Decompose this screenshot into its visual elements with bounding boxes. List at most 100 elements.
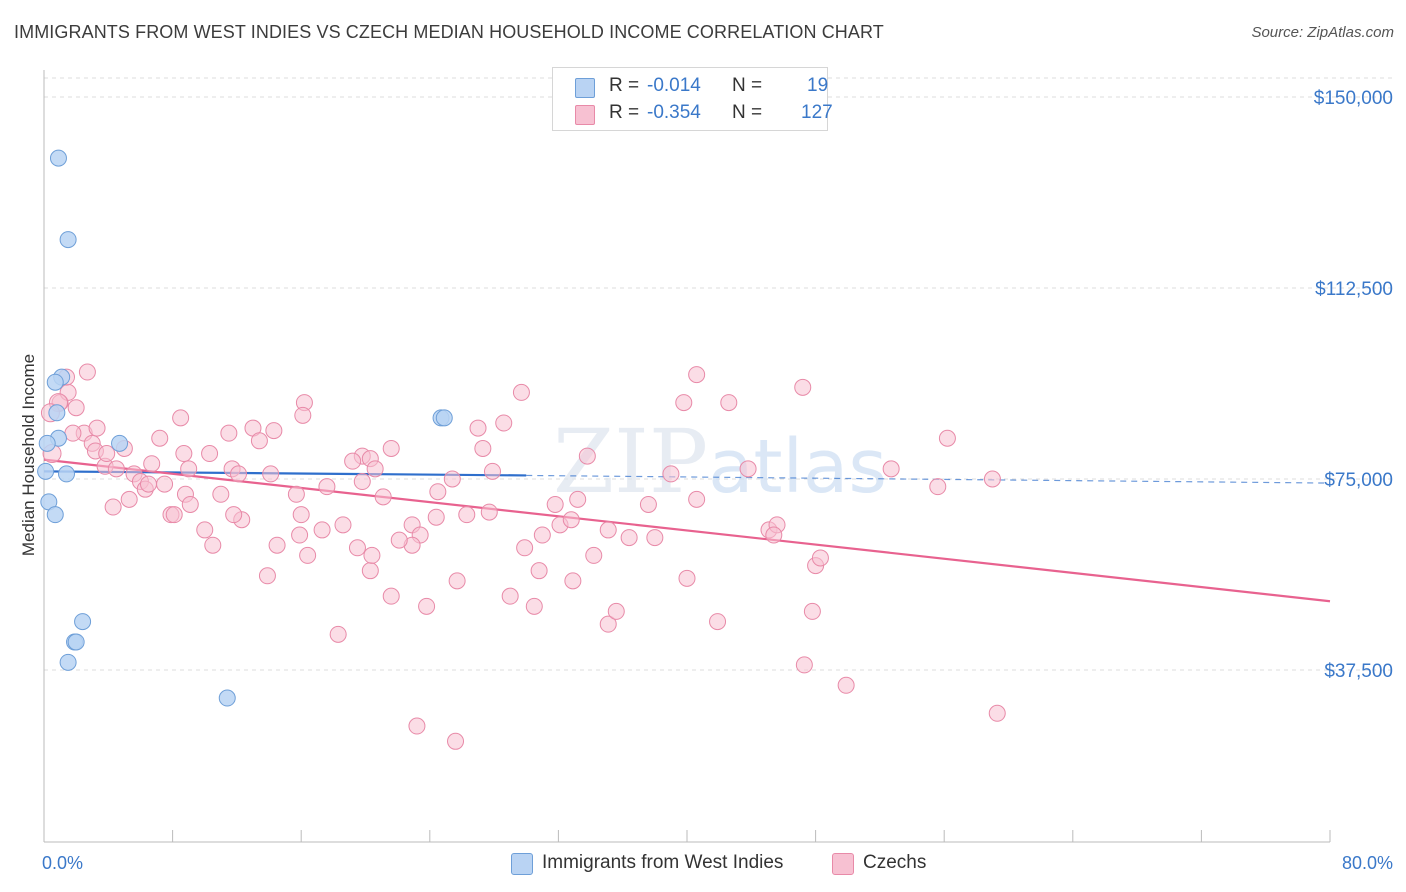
legend-r-label: R = bbox=[609, 102, 640, 123]
czechs-point bbox=[533, 526, 551, 544]
czechs-point bbox=[516, 539, 534, 557]
czechs-point bbox=[546, 495, 564, 513]
czechs-point bbox=[795, 656, 813, 674]
legend-swatch-pink bbox=[575, 105, 595, 125]
czechs-point bbox=[675, 394, 693, 412]
czechs-point bbox=[258, 567, 276, 585]
czechs-point bbox=[78, 363, 96, 381]
czechs-point bbox=[344, 452, 362, 470]
czechs-point bbox=[803, 602, 821, 620]
x-tick-labels: 0.0% 80.0% bbox=[42, 853, 1393, 873]
czechs-point bbox=[382, 587, 400, 605]
czechs-point bbox=[220, 424, 238, 442]
west-indies-point bbox=[74, 613, 92, 631]
czechs-point bbox=[204, 536, 222, 554]
czechs-point bbox=[230, 465, 248, 483]
czechs-point bbox=[720, 394, 738, 412]
czechs-point bbox=[265, 422, 283, 440]
czechs-point bbox=[599, 615, 617, 633]
gridlines bbox=[44, 77, 1392, 671]
czechs-point bbox=[287, 485, 305, 503]
czechs-point bbox=[250, 432, 268, 450]
czechs-point bbox=[639, 495, 657, 513]
y-tick-label: $37,500 bbox=[1324, 661, 1393, 682]
legend-n-label: N = bbox=[732, 75, 763, 96]
legend-n-value: 19 bbox=[807, 75, 829, 96]
czechs-point bbox=[348, 539, 366, 557]
y-tick-label: $75,000 bbox=[1324, 470, 1393, 491]
west-indies-point bbox=[435, 409, 453, 427]
czechs-point bbox=[739, 460, 757, 478]
czechs-point bbox=[578, 447, 596, 465]
czechs-point bbox=[318, 478, 336, 496]
czechs-point bbox=[688, 490, 706, 508]
czechs-point bbox=[483, 462, 501, 480]
source-credit: Source: ZipAtlas.com bbox=[1251, 24, 1394, 41]
czechs-point bbox=[329, 625, 347, 643]
czechs-point bbox=[382, 439, 400, 457]
correlation-legend: R = -0.014 N = 19 R = -0.354 N = 127 bbox=[552, 67, 833, 131]
czechs-point bbox=[443, 470, 461, 488]
czechs-point bbox=[180, 460, 198, 478]
czechs-point bbox=[104, 498, 122, 516]
west-indies-point bbox=[48, 404, 66, 422]
czechs-point bbox=[688, 366, 706, 384]
legend-n-label: N = bbox=[732, 102, 763, 123]
czechs-point bbox=[811, 549, 829, 567]
west-indies-trend-dashed bbox=[526, 474, 1331, 484]
legend-r-value: -0.014 bbox=[647, 75, 701, 96]
czechs-point bbox=[107, 460, 125, 478]
czechs-point bbox=[794, 378, 812, 396]
czechs-point bbox=[172, 409, 190, 427]
czechs-point bbox=[299, 546, 317, 564]
legend-r-value: -0.354 bbox=[647, 102, 701, 123]
czechs-point bbox=[353, 473, 371, 491]
czechs-point bbox=[120, 490, 138, 508]
x-tick-label-max: 80.0% bbox=[1342, 853, 1393, 873]
czechs-point bbox=[837, 676, 855, 694]
czechs-point bbox=[418, 597, 436, 615]
czechs-point bbox=[662, 465, 680, 483]
czechs-point bbox=[98, 445, 116, 463]
watermark-atlas: atlas bbox=[708, 424, 887, 510]
czechs-point bbox=[882, 460, 900, 478]
czechs-point bbox=[678, 569, 696, 587]
czechs-point bbox=[334, 516, 352, 534]
czechs-point bbox=[201, 445, 219, 463]
czechs-point bbox=[429, 483, 447, 501]
czechs-point bbox=[512, 383, 530, 401]
czechs-point bbox=[474, 439, 492, 457]
czechs-point bbox=[646, 529, 664, 547]
czechs-point bbox=[143, 455, 161, 473]
czechs-point bbox=[495, 414, 513, 432]
bottom-legend-swatch-blue bbox=[511, 853, 533, 875]
west-indies-point bbox=[59, 231, 77, 249]
czechs-point bbox=[599, 521, 617, 539]
czechs-point bbox=[64, 424, 82, 442]
czechs-point bbox=[165, 506, 183, 524]
czechs-point bbox=[291, 526, 309, 544]
czechs-point bbox=[458, 506, 476, 524]
czechs-point bbox=[983, 470, 1001, 488]
czechs-point bbox=[292, 506, 310, 524]
czechs-point bbox=[938, 429, 956, 447]
czechs-point bbox=[374, 488, 392, 506]
czechs-point bbox=[620, 529, 638, 547]
czechs-point bbox=[562, 511, 580, 529]
czechs-point bbox=[480, 503, 498, 521]
czechs-point bbox=[268, 536, 286, 554]
west-indies-point bbox=[58, 465, 76, 483]
czechs-point bbox=[196, 521, 214, 539]
y-tick-labels: $37,500 $75,000 $112,500 $150,000 bbox=[1314, 88, 1393, 682]
bottom-legend-label: Czechs bbox=[863, 852, 927, 873]
czechs-point bbox=[469, 419, 487, 437]
czechs-point bbox=[361, 562, 379, 580]
czechs-point bbox=[564, 572, 582, 590]
west-indies-point bbox=[46, 506, 64, 524]
bottom-legend-swatch-pink bbox=[832, 853, 854, 875]
czechs-point bbox=[366, 460, 384, 478]
czechs-point bbox=[212, 485, 230, 503]
czechs-point bbox=[151, 429, 169, 447]
czechs-point bbox=[181, 495, 199, 513]
